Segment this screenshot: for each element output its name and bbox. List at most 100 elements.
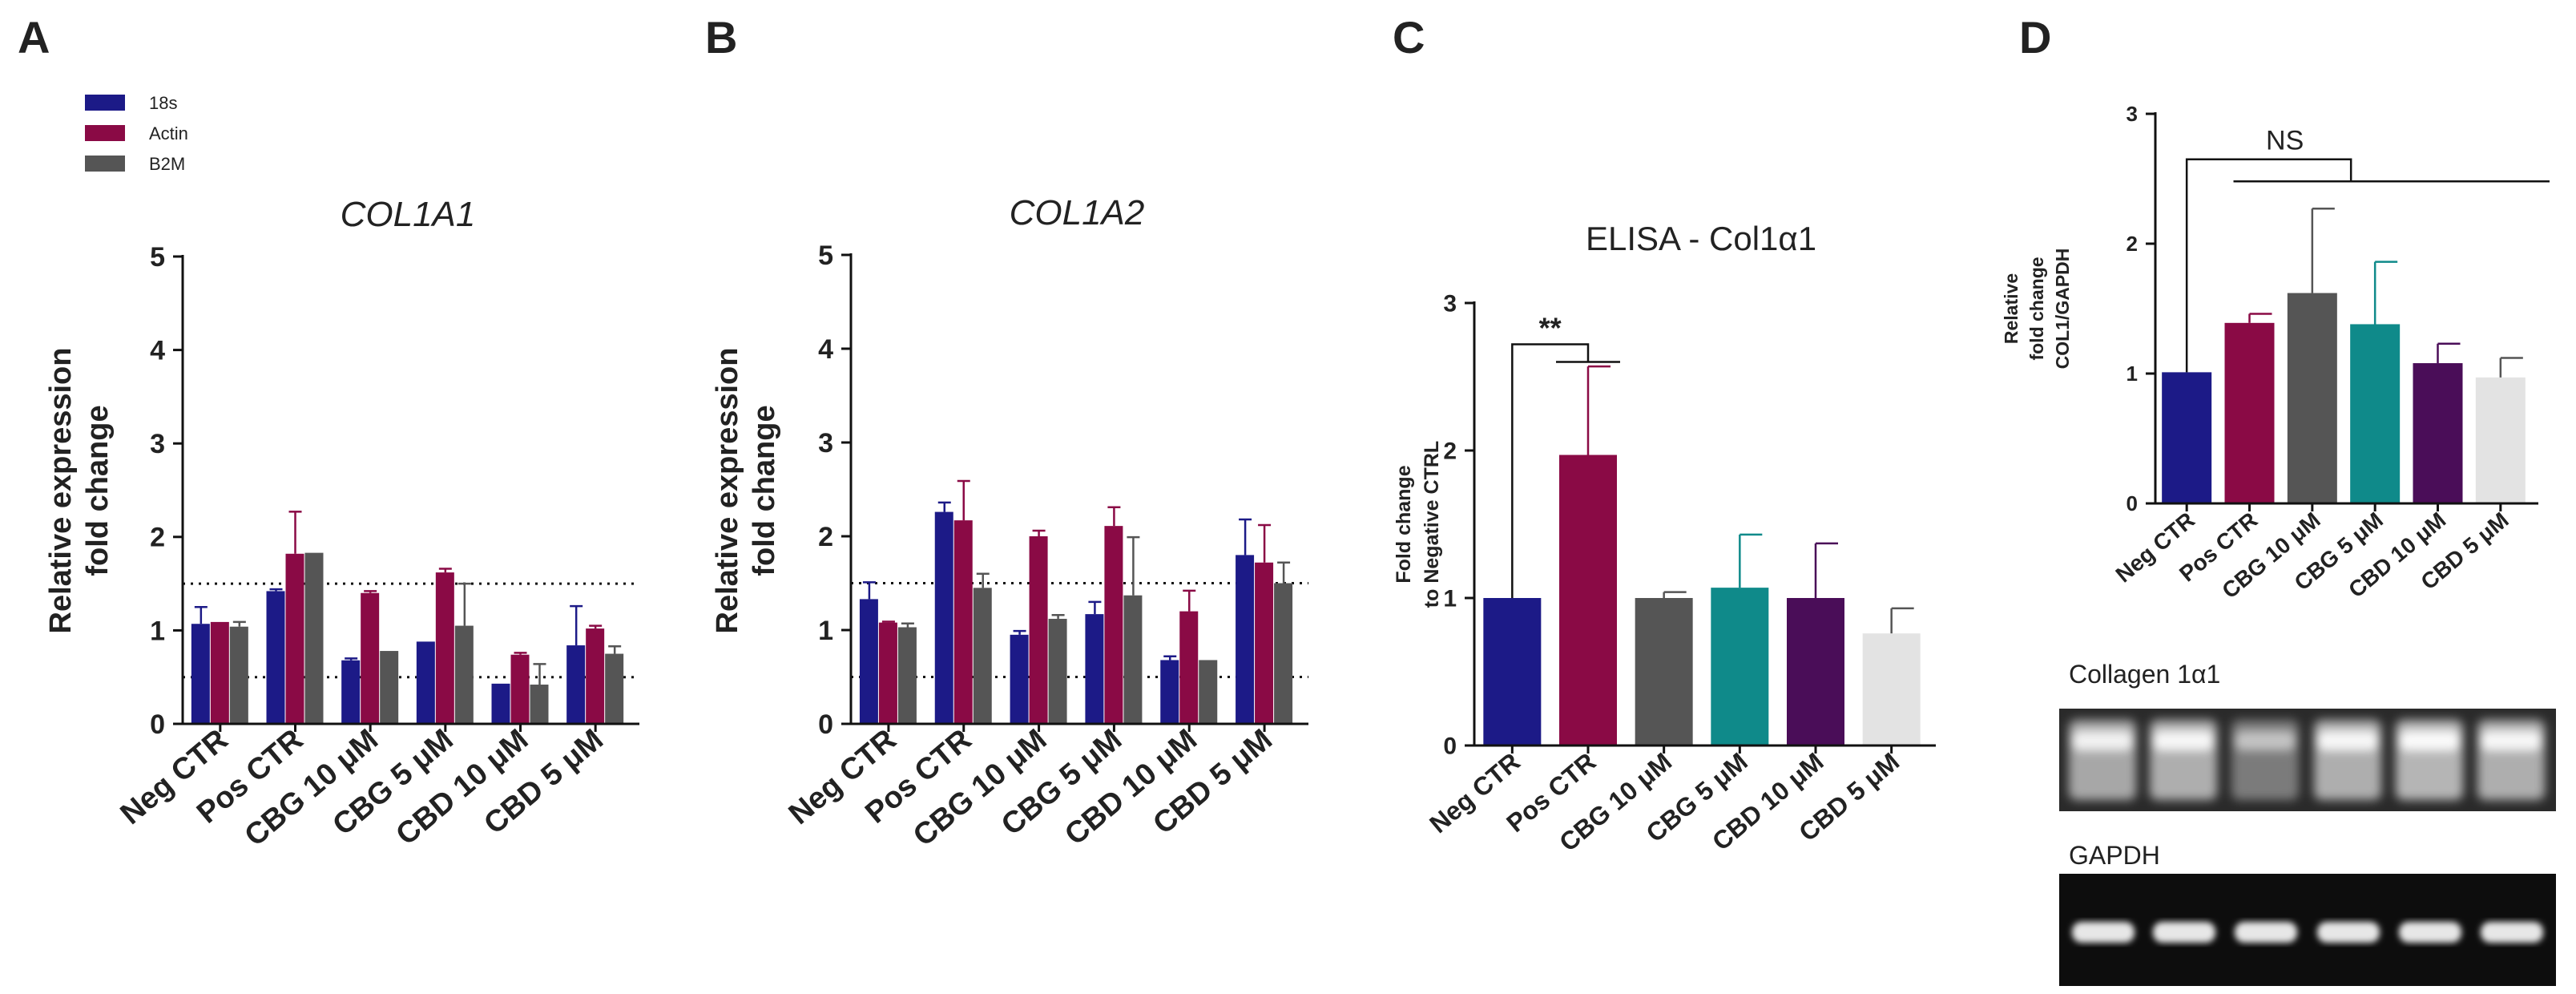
bar xyxy=(1048,618,1067,724)
y-tick-label: 1 xyxy=(1443,586,1457,612)
blot-band xyxy=(2235,922,2297,943)
y-tick-label: 5 xyxy=(818,240,833,271)
blot-band xyxy=(2153,922,2215,943)
bar xyxy=(878,622,897,724)
y-axis-label: fold change xyxy=(81,405,115,576)
bar xyxy=(530,685,549,724)
significance-label: ** xyxy=(1539,312,1562,345)
y-tick-label: 3 xyxy=(150,429,165,459)
y-tick-label: 2 xyxy=(150,523,165,553)
blot-band xyxy=(2481,922,2543,943)
y-tick-label: 2 xyxy=(818,522,833,552)
y-tick-label: 4 xyxy=(150,336,165,366)
bar xyxy=(953,520,973,724)
bar xyxy=(1085,614,1104,724)
y-axis-label: Fold change xyxy=(1393,465,1415,583)
y-tick-label: 1 xyxy=(2127,362,2138,386)
bar xyxy=(1559,455,1617,746)
chart-col1a2: COL1A2 Relative expression fold change 0 1 2 3… xyxy=(711,193,1308,853)
legend-label-18s: 18s xyxy=(149,93,177,113)
y-tick-label: 3 xyxy=(1443,291,1457,317)
blot-band xyxy=(2072,731,2133,750)
bar xyxy=(859,599,878,724)
y-tick-label: 3 xyxy=(2127,102,2138,126)
y-tick-label: 2 xyxy=(2127,232,2138,256)
blot-band xyxy=(2317,731,2378,750)
y-axis-label: Relative expression xyxy=(711,348,744,634)
chart-title: ELISA - Col1α1 xyxy=(1586,220,1816,257)
significance-bracket xyxy=(2185,158,2352,373)
bar xyxy=(361,592,380,724)
y-tick-label: 1 xyxy=(818,616,833,646)
y-tick-label: 0 xyxy=(818,709,833,740)
y-axis-label: COL1/GAPDH xyxy=(2052,248,2073,370)
bar xyxy=(210,621,229,724)
blot-collagen xyxy=(2059,709,2556,811)
y-tick-label: 5 xyxy=(150,242,165,273)
blot-band xyxy=(2153,731,2214,750)
panel-label-b: B xyxy=(705,12,737,63)
y-axis-label: to Negative CTRL xyxy=(1421,441,1443,608)
y-tick-label: 1 xyxy=(150,616,165,646)
chart-elisa: ELISA - Col1α1 Fold change to Negative CTR… xyxy=(1393,220,1936,857)
legend-swatch-18s xyxy=(85,95,125,111)
bar xyxy=(491,683,510,724)
bar xyxy=(1123,595,1143,724)
panel-label-c: C xyxy=(1393,12,1425,63)
bar xyxy=(1255,562,1274,724)
legend: 18s Actin B2M xyxy=(85,93,188,174)
blot-band xyxy=(2399,731,2460,750)
chart-title: COL1A2 xyxy=(1010,193,1145,232)
y-tick-label: 0 xyxy=(1443,733,1457,760)
bar xyxy=(2475,377,2526,503)
bar xyxy=(191,624,210,724)
blot-gapdh xyxy=(2059,874,2556,986)
legend-label-actin: Actin xyxy=(149,123,188,143)
blot-band xyxy=(2317,922,2380,943)
legend-swatch-b2m xyxy=(85,156,125,172)
y-tick-label: 2 xyxy=(1443,438,1457,465)
significance-label: NS xyxy=(2266,126,2304,156)
legend-swatch-actin xyxy=(85,125,125,141)
bar xyxy=(416,641,435,724)
chart-col1a1: COL1A1 Relative expression fold change 0 1 2 3… xyxy=(44,195,639,853)
panel-label-a: A xyxy=(18,12,50,63)
chart-title: COL1A1 xyxy=(341,195,476,234)
y-axis-label: Relative expression xyxy=(44,348,78,634)
bar xyxy=(229,626,248,724)
bar xyxy=(266,591,285,724)
bar xyxy=(605,653,624,724)
bar xyxy=(566,645,586,724)
bar xyxy=(1862,633,1921,746)
bar xyxy=(454,625,474,724)
bar xyxy=(1199,660,1218,724)
bar xyxy=(2162,372,2212,503)
y-axis-label: Relative xyxy=(2001,273,2022,344)
bar xyxy=(1029,536,1048,724)
y-axis-label: fold change xyxy=(2026,257,2047,360)
bar xyxy=(1274,583,1293,724)
bar xyxy=(2350,324,2401,503)
bar xyxy=(586,628,605,724)
bar xyxy=(510,654,530,724)
blot-band xyxy=(2481,731,2542,750)
bar xyxy=(1010,634,1029,724)
legend-label-b2m: B2M xyxy=(149,154,185,174)
panel-label-d: D xyxy=(2019,12,2051,63)
bar xyxy=(1179,611,1199,724)
y-axis-label: fold change xyxy=(748,405,781,576)
bar xyxy=(934,511,953,724)
bar xyxy=(285,553,304,724)
bar xyxy=(304,552,324,724)
y-tick-label: 0 xyxy=(2127,491,2138,515)
bar xyxy=(973,588,992,724)
blot-band xyxy=(2235,731,2296,750)
blot-band xyxy=(2399,922,2461,943)
y-tick-label: 0 xyxy=(150,709,165,740)
bar xyxy=(1236,555,1255,724)
bar xyxy=(1711,588,1769,746)
significance-bracket xyxy=(1511,343,1590,598)
y-tick-label: 4 xyxy=(818,334,833,365)
bar xyxy=(1483,598,1542,746)
